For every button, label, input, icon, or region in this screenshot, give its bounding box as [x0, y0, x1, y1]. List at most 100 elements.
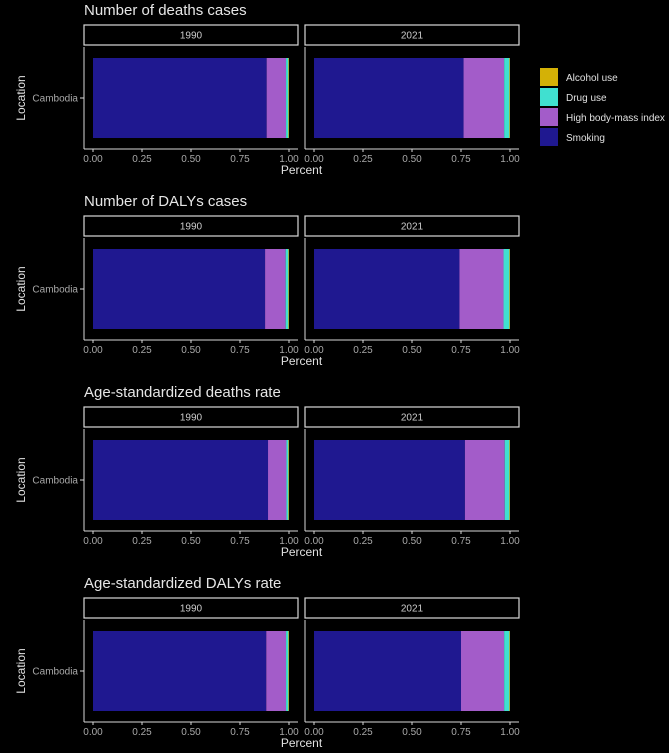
- x-axis-title: Percent: [281, 545, 323, 559]
- facet-panel-1990: 1990 0.00 0.25 0.50 0.75 1.00: [83, 215, 299, 356]
- bar-segment-drug-use: [286, 631, 289, 711]
- facet-panel-1990: 1990 0.00 0.25 0.50 0.75 1.00: [83, 24, 299, 165]
- bar-segment-alcohol-use: [509, 631, 510, 711]
- bar-segment-high-body-mass-index: [266, 58, 287, 138]
- x-tick-label: 0.00: [83, 154, 103, 165]
- x-tick-label: 1.00: [279, 154, 299, 165]
- legend: Alcohol use Drug use High body-mass index S…: [540, 68, 665, 146]
- legend-item: Alcohol use: [540, 68, 618, 86]
- bar-segment-drug-use: [504, 631, 510, 711]
- x-axis-title: Percent: [281, 163, 323, 177]
- y-axis-title: Location: [14, 266, 28, 311]
- legend-item: Smoking: [540, 128, 605, 146]
- bar-segment-high-body-mass-index: [266, 631, 287, 711]
- y-axis-title: Location: [14, 75, 28, 120]
- x-tick-label: 0.75: [451, 345, 471, 356]
- x-tick-label: 0.25: [132, 727, 152, 738]
- chart-section-4: Age-standardized DALYs rate Location Cambo…: [14, 575, 520, 750]
- x-tick-label: 1.00: [500, 154, 520, 165]
- facet-panel-1990: 1990 0.00 0.25 0.50 0.75 1.00: [83, 597, 299, 738]
- x-tick-label: 0.50: [402, 536, 422, 547]
- facet-panel-2021: 2021 0.00 0.25 0.50 0.75 1.00: [304, 406, 520, 547]
- bar-segment-smoking: [93, 440, 269, 520]
- bar-segment-smoking: [314, 249, 460, 329]
- legend-item: Drug use: [540, 88, 607, 106]
- bar-segment-smoking: [314, 58, 464, 138]
- bar-segment-alcohol-use: [509, 440, 510, 520]
- bar-segment-high-body-mass-index: [463, 58, 505, 138]
- legend-swatch: [540, 108, 558, 126]
- x-tick-label: 1.00: [500, 727, 520, 738]
- bar-segment-drug-use: [285, 249, 289, 329]
- facet-strip: [304, 597, 520, 619]
- legend-swatch: [540, 88, 558, 106]
- bar-segment-alcohol-use: [509, 58, 510, 138]
- x-tick-label: 0.25: [353, 536, 373, 547]
- x-tick-label: 0.75: [230, 536, 250, 547]
- x-tick-label: 0.50: [181, 154, 201, 165]
- facet-strip-label: 2021: [401, 604, 424, 615]
- facet-strip-label: 2021: [401, 413, 424, 424]
- facet-panel-2021: 2021 0.00 0.25 0.50 0.75 1.00: [304, 24, 520, 165]
- bar-segment-high-body-mass-index: [459, 249, 504, 329]
- legend-label: High body-mass index: [566, 113, 665, 124]
- chart-section-1: Number of deaths cases Location Cambodia 19…: [14, 2, 520, 177]
- facet-strip: [304, 406, 520, 428]
- facet-strip: [304, 24, 520, 46]
- legend-swatch: [540, 68, 558, 86]
- x-tick-label: 0.50: [181, 536, 201, 547]
- y-tick-label: Cambodia: [32, 667, 78, 678]
- chart-title: Number of DALYs cases: [84, 193, 247, 210]
- x-tick-label: 0.75: [230, 154, 250, 165]
- bar-segment-alcohol-use: [288, 58, 289, 138]
- x-tick-label: 0.50: [402, 154, 422, 165]
- x-tick-label: 0.00: [304, 154, 324, 165]
- bar-segment-smoking: [314, 631, 461, 711]
- x-tick-label: 0.25: [353, 345, 373, 356]
- facet-strip-label: 1990: [180, 222, 203, 233]
- bar-segment-drug-use: [286, 440, 289, 520]
- bar-segment-drug-use: [504, 440, 510, 520]
- x-tick-label: 0.75: [230, 727, 250, 738]
- x-tick-label: 0.50: [402, 727, 422, 738]
- bar-segment-high-body-mass-index: [464, 440, 505, 520]
- bar-segment-smoking: [93, 58, 267, 138]
- x-tick-label: 0.00: [304, 536, 324, 547]
- x-tick-label: 0.50: [181, 345, 201, 356]
- x-tick-label: 1.00: [279, 727, 299, 738]
- x-tick-label: 0.75: [451, 154, 471, 165]
- y-tick-label: Cambodia: [32, 285, 78, 296]
- facet-panel-1990: 1990 0.00 0.25 0.50 0.75 1.00: [83, 406, 299, 547]
- x-tick-label: 0.75: [451, 536, 471, 547]
- facet-strip-label: 2021: [401, 222, 424, 233]
- x-tick-label: 0.75: [451, 727, 471, 738]
- facet-strip: [83, 24, 299, 46]
- legend-label: Alcohol use: [566, 73, 618, 84]
- facet-strip: [83, 215, 299, 237]
- x-tick-label: 0.50: [181, 727, 201, 738]
- facet-panel-2021: 2021 0.00 0.25 0.50 0.75 1.00: [304, 597, 520, 738]
- x-tick-label: 0.25: [353, 727, 373, 738]
- chart-title: Number of deaths cases: [84, 2, 247, 19]
- x-tick-label: 1.00: [500, 345, 520, 356]
- facet-strip-label: 1990: [180, 31, 203, 42]
- chart-section-3: Age-standardized deaths rate Location Camb…: [14, 384, 520, 559]
- bar-segment-high-body-mass-index: [265, 249, 286, 329]
- y-tick-label: Cambodia: [32, 476, 78, 487]
- x-tick-label: 1.00: [279, 345, 299, 356]
- facet-strip-label: 2021: [401, 31, 424, 42]
- legend-label: Smoking: [566, 133, 605, 144]
- bar-segment-smoking: [314, 440, 465, 520]
- y-axis-title: Location: [14, 648, 28, 693]
- chart-title: Age-standardized DALYs rate: [84, 575, 281, 592]
- bar-segment-high-body-mass-index: [461, 631, 505, 711]
- bar-segment-drug-use: [504, 58, 510, 138]
- legend-item: High body-mass index: [540, 108, 665, 126]
- bar-segment-alcohol-use: [288, 249, 289, 329]
- bar-segment-alcohol-use: [288, 440, 289, 520]
- x-tick-label: 0.00: [83, 536, 103, 547]
- bar-segment-high-body-mass-index: [268, 440, 287, 520]
- facet-panel-2021: 2021 0.00 0.25 0.50 0.75 1.00: [304, 215, 520, 356]
- x-tick-label: 1.00: [500, 536, 520, 547]
